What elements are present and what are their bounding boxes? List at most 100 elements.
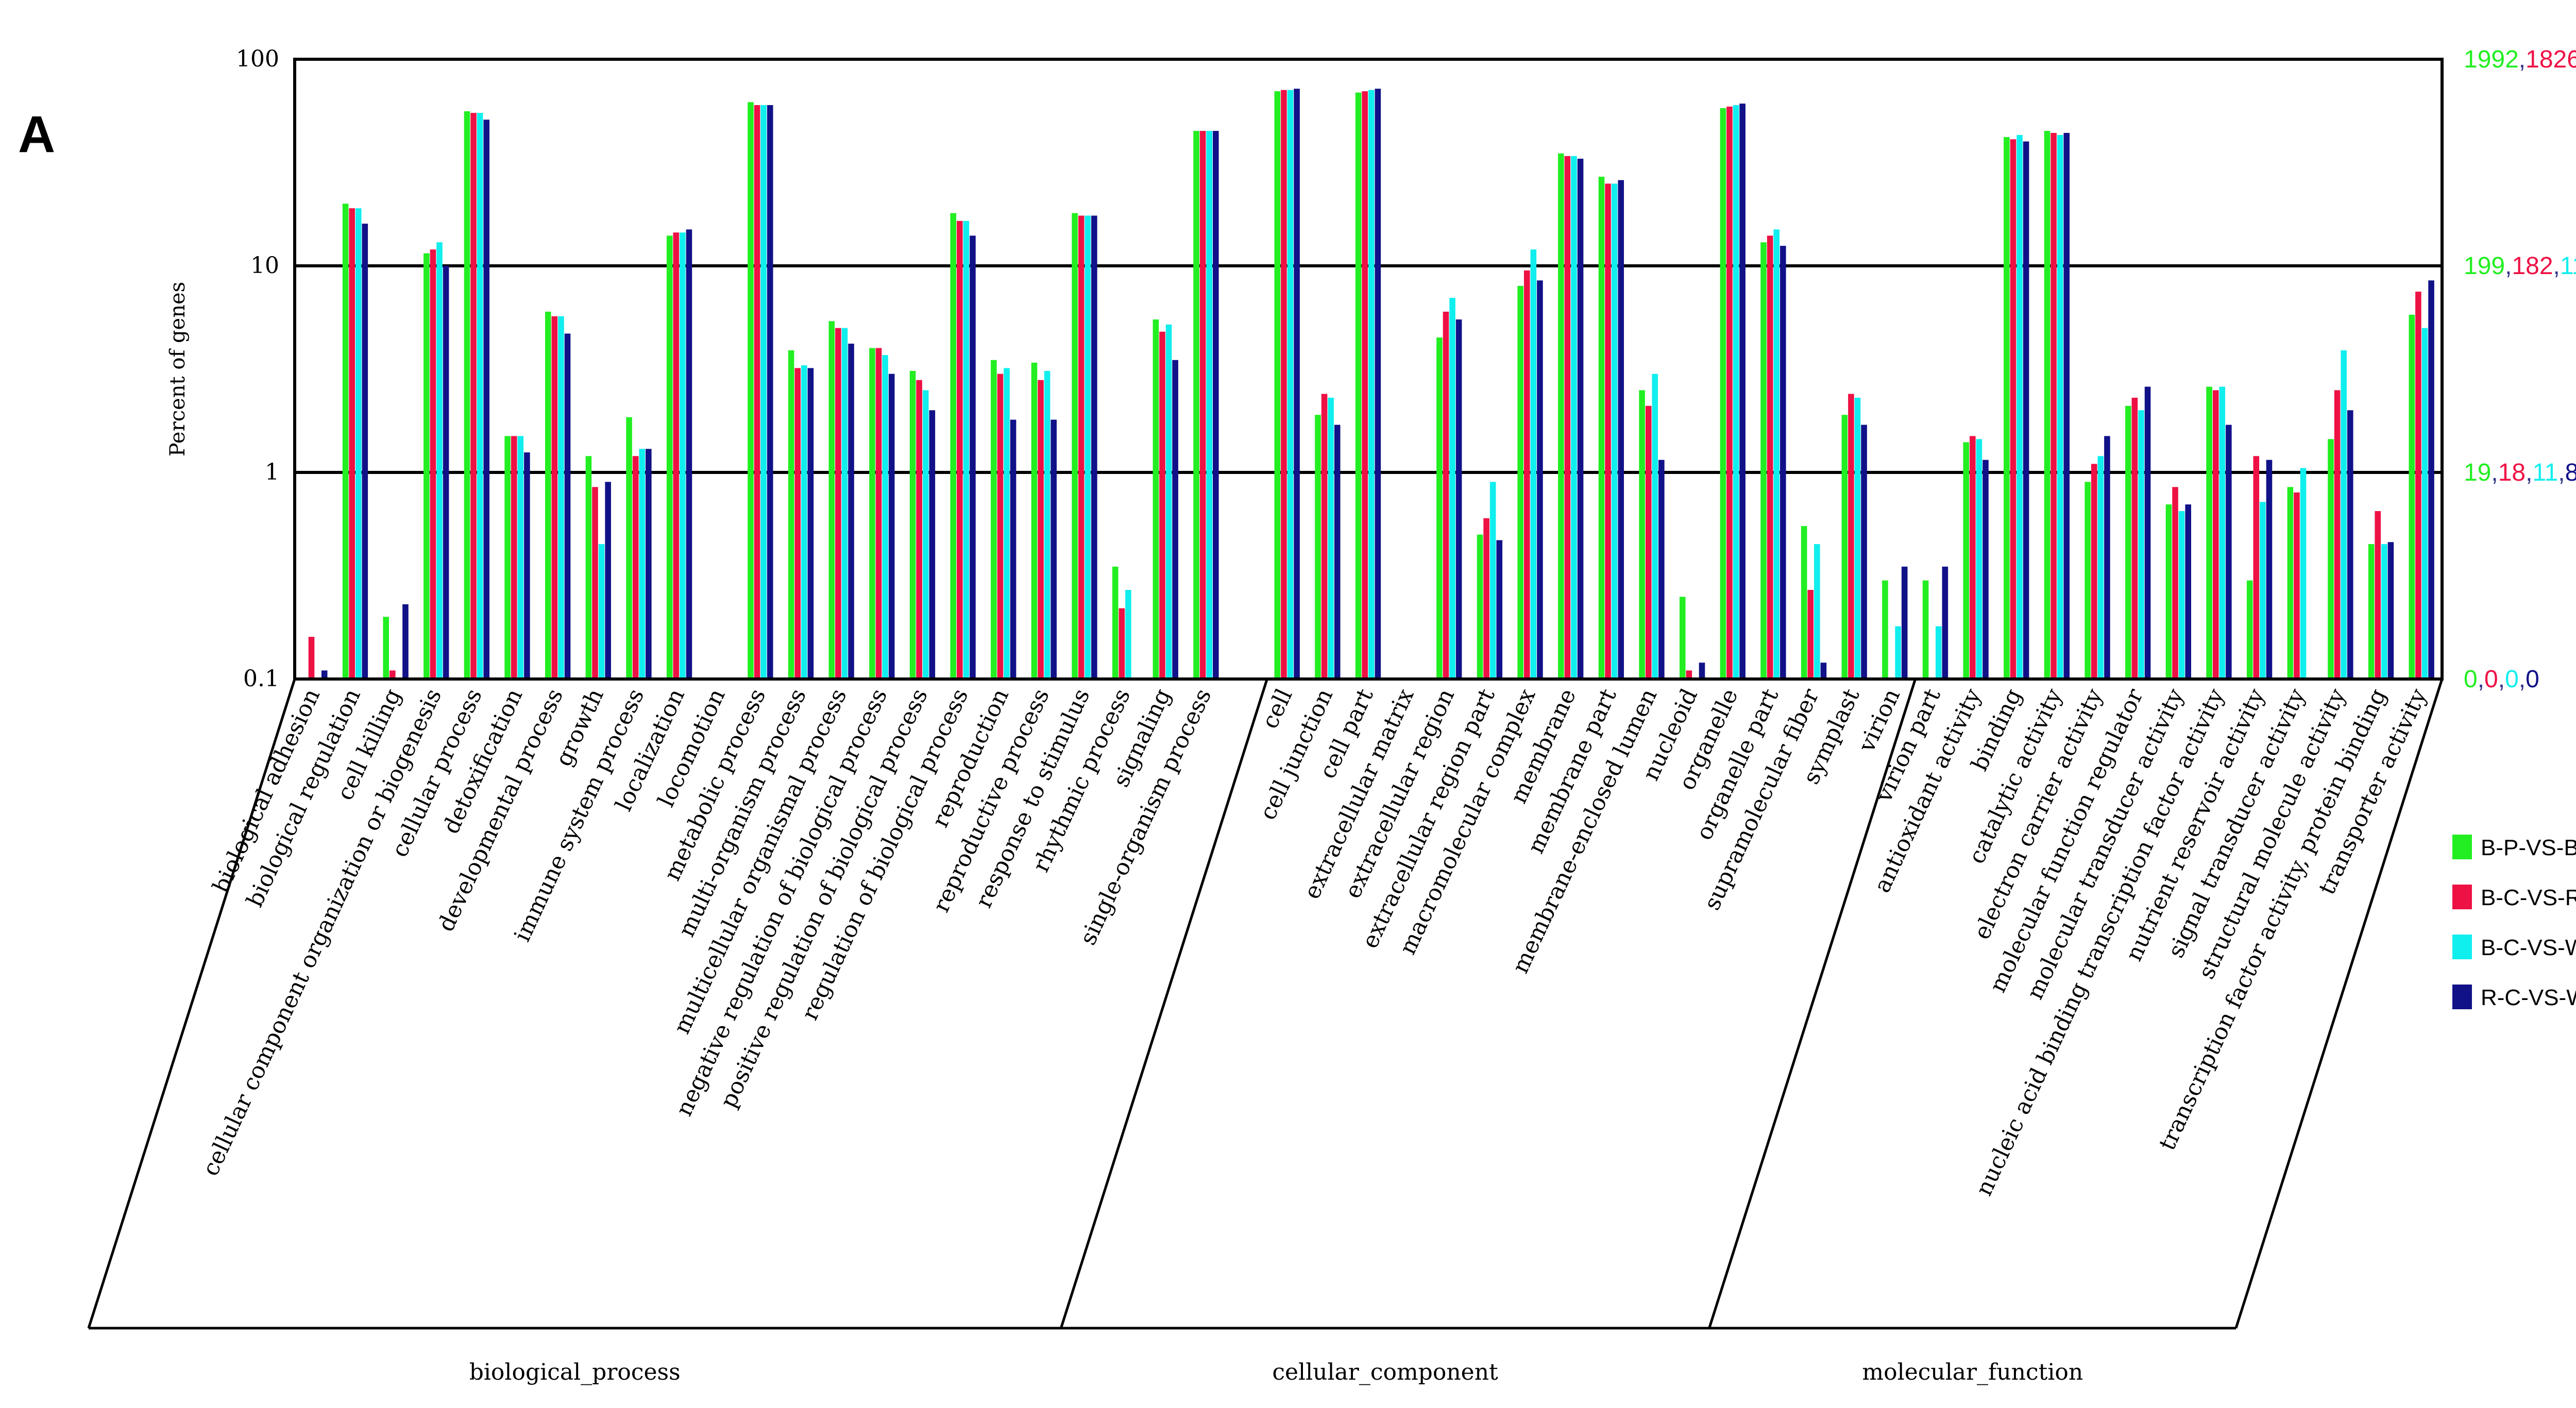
group-divider <box>2234 678 2444 1329</box>
bar <box>1773 229 1780 679</box>
bar <box>1321 394 1328 679</box>
bar <box>1523 270 1530 679</box>
bar <box>389 670 396 679</box>
bar <box>2341 350 2347 679</box>
bar <box>585 456 592 679</box>
bar <box>2057 134 2063 680</box>
right-axis-count-label: 19,18,11,8 <box>2464 459 2576 486</box>
bar <box>1767 235 1773 679</box>
bar <box>680 232 686 679</box>
bar <box>1315 415 1321 679</box>
bar <box>841 328 848 679</box>
bar <box>1050 419 1057 679</box>
bar <box>794 368 801 679</box>
bar <box>1807 590 1814 679</box>
bar <box>2428 280 2434 679</box>
bar <box>2334 390 2341 679</box>
bar <box>929 410 936 679</box>
bar <box>2219 386 2226 679</box>
bar <box>1328 397 1334 679</box>
bar <box>1355 92 1362 679</box>
bar <box>888 374 895 679</box>
bar <box>2347 410 2353 679</box>
bar <box>2409 314 2415 679</box>
bar <box>646 449 652 679</box>
bar <box>1483 518 1489 679</box>
bar <box>801 365 807 679</box>
bar <box>443 266 449 679</box>
legend-swatch <box>2452 985 2472 1009</box>
right-axis-count-label: 199,182,110,84 <box>2464 252 2576 280</box>
bar <box>1780 246 1786 679</box>
bar <box>402 604 409 679</box>
bar <box>342 203 349 679</box>
bar <box>1942 566 1948 679</box>
bar <box>997 374 1004 679</box>
bar <box>991 360 997 679</box>
right-axis-count-label: 1992,1826,1102,84 <box>2464 46 2576 73</box>
bar <box>1963 442 1970 679</box>
bar <box>686 229 692 679</box>
bar <box>2226 425 2232 679</box>
bar <box>1982 460 1989 679</box>
bar <box>1072 213 1078 679</box>
bar <box>1530 249 1537 680</box>
bar <box>1517 285 1523 679</box>
bar <box>963 220 970 679</box>
plot-frame <box>293 58 2444 681</box>
bar <box>922 390 929 679</box>
right-axis-count-label: 0,0,0,0 <box>2464 666 2539 693</box>
bar <box>1848 394 1854 679</box>
bar <box>321 670 328 679</box>
bar <box>970 235 976 679</box>
bar <box>2294 492 2300 679</box>
bar <box>767 105 773 680</box>
bar <box>2084 482 2091 679</box>
bar <box>1686 670 1692 679</box>
group-divider <box>87 678 296 1329</box>
bar <box>788 350 794 679</box>
y-tick-label: 0.1 <box>243 666 279 692</box>
bar <box>869 348 875 679</box>
bar <box>2004 137 2010 679</box>
bar <box>1274 91 1281 679</box>
bar <box>1733 105 1739 680</box>
bar <box>2253 456 2260 679</box>
bar <box>1726 106 1733 680</box>
bar <box>1193 131 1199 680</box>
bar <box>2328 439 2334 679</box>
bar <box>1658 460 1665 679</box>
bar <box>1679 597 1686 679</box>
bar <box>362 224 368 679</box>
bar <box>1125 590 1131 679</box>
bar <box>1801 526 1807 679</box>
bar <box>1334 425 1341 679</box>
y-axis-label: Percent of genes <box>166 282 190 456</box>
bar <box>1477 534 1483 679</box>
bar <box>1861 425 1867 679</box>
bar <box>1814 544 1820 679</box>
bar <box>1489 482 1496 679</box>
bar <box>551 316 558 679</box>
bar <box>835 328 841 679</box>
bar <box>517 436 524 679</box>
legend: B-P-VS-B-E B-C-VS-R-C B-C-VS-W-C R-C-VS-W-C <box>2452 835 2576 1010</box>
bar <box>504 436 511 679</box>
bars <box>308 89 2434 680</box>
bar <box>916 380 922 679</box>
bar <box>2212 390 2219 679</box>
bar <box>1645 405 1652 679</box>
bar <box>754 105 760 680</box>
bar <box>383 617 389 679</box>
bar <box>1199 131 1206 680</box>
bar <box>1038 380 1044 679</box>
bar <box>1558 153 1564 679</box>
bar <box>1294 89 1300 679</box>
bar <box>1362 91 1368 679</box>
legend-label: R-C-VS-W-C <box>2481 985 2576 1010</box>
bar <box>1699 663 1705 679</box>
bar <box>807 368 814 679</box>
bar <box>2044 131 2050 680</box>
bar <box>436 242 443 679</box>
